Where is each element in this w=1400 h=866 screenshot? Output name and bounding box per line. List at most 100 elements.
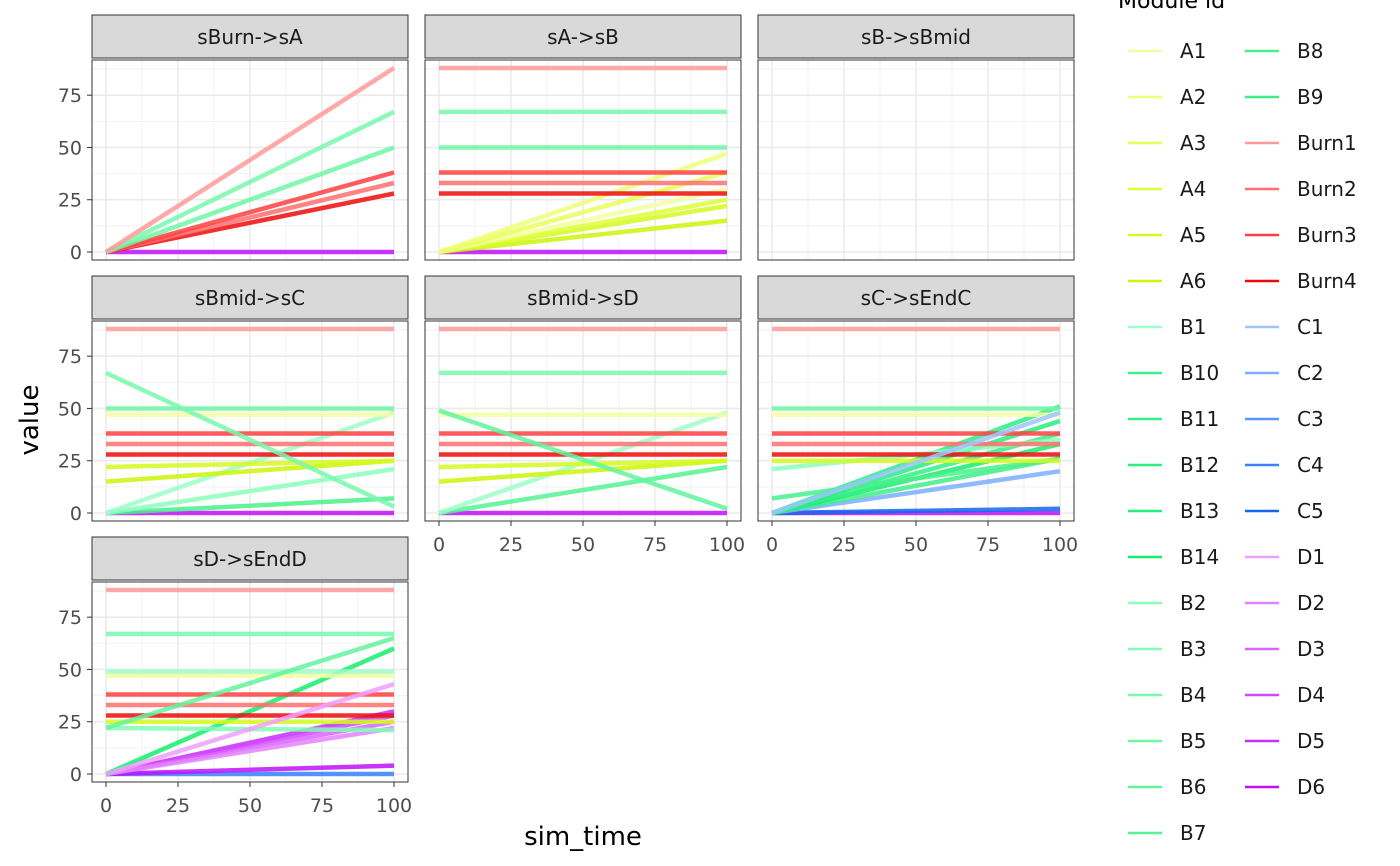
legend-item-a3: A3 [1128, 131, 1206, 155]
facet-sbmid-to-sc: sBmid->sC 0 25 50 75 [58, 275, 409, 525]
legend-item-c2: C2 [1245, 361, 1324, 385]
series-line-c1 [771, 410, 1061, 516]
legend-item-a4: A4 [1128, 177, 1206, 201]
x-tick-label: 25 [499, 534, 523, 556]
legend-item-b12: B12 [1128, 453, 1219, 477]
legend-item-a5: A5 [1128, 223, 1206, 247]
legend-label: B9 [1297, 85, 1323, 109]
series-line-b4 [105, 109, 395, 255]
legend-item-b3: B3 [1128, 637, 1206, 661]
x-tick-label: 50 [238, 795, 262, 817]
panel-border [91, 59, 409, 261]
series-line-b5 [105, 145, 395, 255]
legend-label: B11 [1180, 407, 1219, 431]
series-line-b6 [105, 635, 395, 731]
legend-label: B8 [1297, 39, 1323, 63]
legend-label: Burn4 [1297, 269, 1357, 293]
y-tick-label: 25 [58, 712, 82, 734]
series-line-a5 [105, 458, 395, 470]
series-line-burn1 [104, 66, 396, 254]
legend-item-a2: A2 [1128, 85, 1206, 109]
legend-item-d1: D1 [1245, 545, 1325, 569]
series-line-a5 [438, 458, 728, 470]
series-line-b9 [771, 456, 1061, 516]
legend-item-a1: A1 [1128, 39, 1206, 63]
legend-label: Burn3 [1297, 223, 1357, 247]
legend-label: B5 [1180, 729, 1206, 753]
facet-strip-label: sBmid->sC [195, 286, 305, 310]
legend-label: B3 [1180, 637, 1206, 661]
legend-item-c1: C1 [1245, 315, 1324, 339]
x-tick-label: 50 [904, 534, 928, 556]
facet-strip-label: sBmid->sD [527, 286, 639, 310]
legend-label: A3 [1180, 131, 1206, 155]
legend-item-burn2: Burn2 [1245, 177, 1357, 201]
facet-strip [91, 275, 409, 320]
legend-label: D1 [1297, 545, 1325, 569]
legend-item-a6: A6 [1128, 269, 1206, 293]
legend-item-c3: C3 [1245, 407, 1324, 431]
series-line-burn3 [105, 170, 395, 255]
legend-label: D4 [1297, 683, 1325, 707]
legend-label: B10 [1180, 361, 1219, 385]
legend-item-d5: D5 [1245, 729, 1325, 753]
series-line-b8 [105, 496, 395, 516]
facet-strip-label: sB->sBmid [861, 25, 971, 49]
x-tick-label: 25 [166, 795, 190, 817]
x-axis-title: sim_time [524, 822, 642, 852]
series-line-d1 [105, 681, 395, 777]
facet-strip [757, 14, 1075, 59]
facet-sbmid-to-sd: sBmid->sD 0 25 50 75 100 [424, 275, 745, 556]
series-line-a2 [438, 151, 728, 255]
facet-sb-to-sbmid: sB->sBmid [757, 14, 1075, 261]
legend-item-b5: B5 [1128, 729, 1206, 753]
legend-label: Burn2 [1297, 177, 1357, 201]
series-line-b8 [771, 456, 1061, 501]
legend-label: C2 [1297, 361, 1324, 385]
series-line-c5 [771, 506, 1061, 516]
x-tick-label: 0 [766, 534, 778, 556]
y-tick-label: 25 [58, 190, 82, 212]
y-tick-label: 25 [58, 451, 82, 473]
legend-item-b2: B2 [1128, 591, 1206, 615]
legend-item-b1: B1 [1128, 315, 1206, 339]
facet-sa-to-sb: sA->sB [424, 14, 742, 261]
legend-label: B7 [1180, 821, 1206, 845]
legend-label: B1 [1180, 315, 1206, 339]
legend-label: A1 [1180, 39, 1206, 63]
legend-label: B6 [1180, 775, 1206, 799]
y-tick-label: 50 [58, 398, 82, 420]
facet-sburn-to-sa: sBurn->sA 0 25 50 75 [58, 14, 409, 264]
series-line-a6 [438, 218, 728, 255]
x-tick-label: 100 [376, 795, 412, 817]
x-tick-label: 75 [643, 534, 667, 556]
legend-item-b10: B10 [1128, 361, 1219, 385]
legend-title: Module id [1118, 0, 1225, 14]
y-tick-label: 75 [58, 85, 82, 107]
legend-item-b11: B11 [1128, 407, 1219, 431]
legend-item-d3: D3 [1245, 637, 1325, 661]
facet-strip [757, 275, 1075, 320]
legend-label: B2 [1180, 591, 1206, 615]
legend-label: A2 [1180, 85, 1206, 109]
legend-label: B14 [1180, 545, 1219, 569]
x-tick-label: 0 [100, 795, 112, 817]
series-line-a6 [105, 458, 395, 484]
facet-strip-label: sD->sEndD [193, 547, 307, 571]
legend-label: B4 [1180, 683, 1206, 707]
legend-label: C3 [1297, 407, 1324, 431]
series-line-a1 [438, 187, 728, 255]
legend-item-c4: C4 [1245, 453, 1324, 477]
y-tick-label: 0 [70, 503, 82, 525]
series-line-b4 [105, 370, 395, 509]
series-line-a3 [438, 170, 728, 255]
x-tick-label: 75 [976, 534, 1000, 556]
y-tick-label: 0 [70, 242, 82, 264]
legend-item-b8: B8 [1245, 39, 1323, 63]
series-line-b2 [105, 466, 395, 516]
legend-item-c5: C5 [1245, 499, 1324, 523]
legend-label: D3 [1297, 637, 1325, 661]
legend-label: B12 [1180, 453, 1219, 477]
legend-label: D2 [1297, 591, 1325, 615]
